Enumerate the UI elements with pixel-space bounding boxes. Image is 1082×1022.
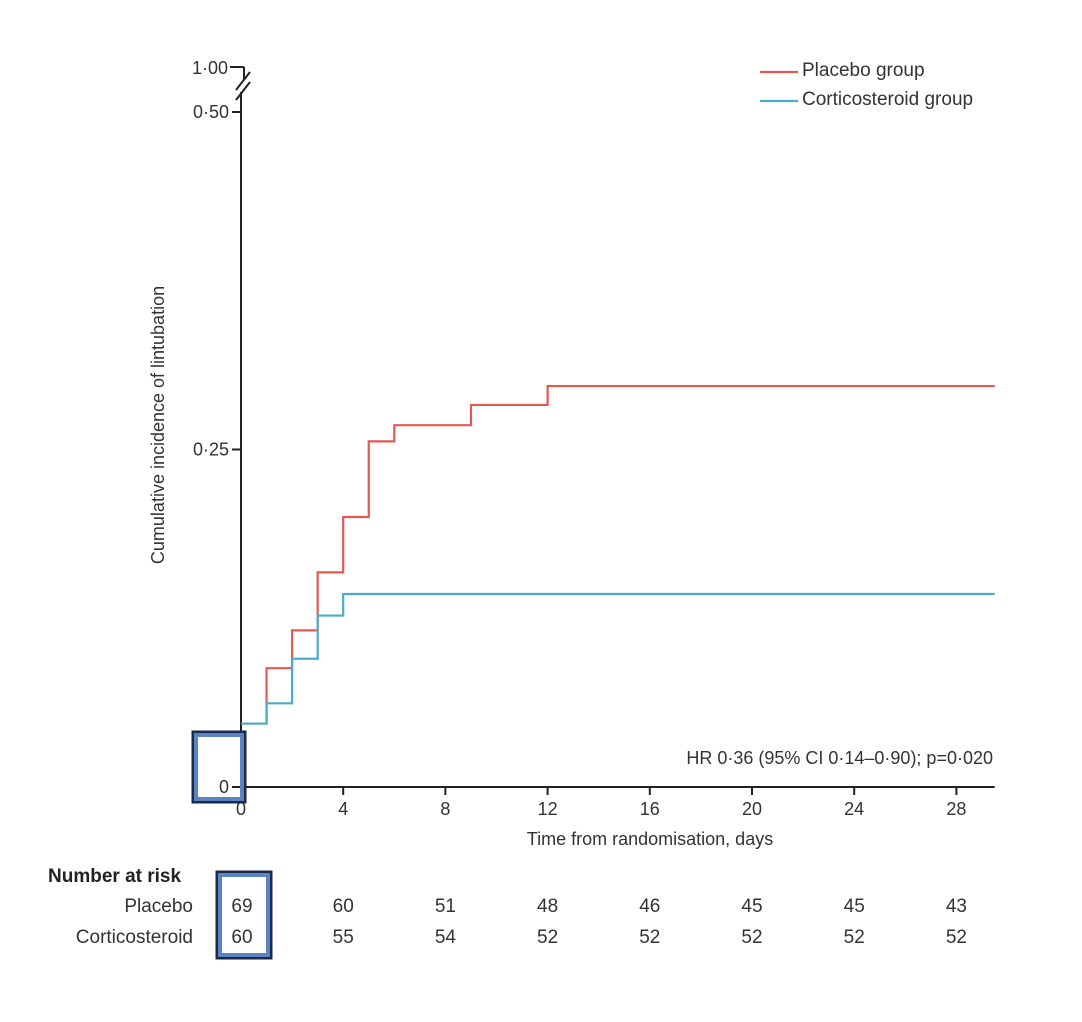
- risk-value: 52: [844, 927, 865, 948]
- highlight-layer: [191, 730, 273, 960]
- risk-table: Placebo 69 60 51 48 46 45 45 43 Corticosteroid 60 5…: [76, 896, 967, 948]
- legend: Placebo group Corticosteroid group: [760, 60, 973, 110]
- axis-break-mark: [235, 71, 251, 91]
- risk-table-title: Number at risk: [48, 866, 181, 887]
- series-line-placebo: [241, 384, 995, 725]
- risk-value: 43: [946, 896, 967, 917]
- highlight-box-initial-risk: [215, 870, 273, 960]
- y-tick-label: 0: [219, 777, 229, 797]
- risk-value: 46: [639, 896, 660, 917]
- y-tick-label-break: 1·00: [192, 58, 228, 78]
- risk-value: 60: [333, 896, 354, 917]
- risk-row-label: Placebo: [124, 896, 193, 917]
- risk-value: 60: [231, 927, 252, 948]
- risk-value: 45: [741, 896, 762, 917]
- risk-value: 52: [639, 927, 660, 948]
- risk-value: 52: [537, 927, 558, 948]
- y-tick-label: 0·50: [193, 102, 229, 122]
- x-tick-label: 24: [844, 799, 864, 819]
- x-tick-label: 0: [236, 799, 246, 819]
- series-layer: [241, 384, 995, 725]
- y-axis-label: Cumulative incidence of lintubation: [148, 286, 168, 564]
- axes-layer: 0 0·25 0·50 0 4 8 12 16 20 24 28: [193, 66, 995, 819]
- risk-value: 48: [537, 896, 558, 917]
- legend-label: Corticosteroid group: [802, 89, 973, 110]
- highlight-box-zero-tick-inner: [194, 733, 244, 801]
- highlight-box-zero-tick: [191, 730, 247, 804]
- risk-value: 51: [435, 896, 456, 917]
- risk-row-label: Corticosteroid: [76, 927, 193, 948]
- risk-value: 69: [231, 896, 252, 917]
- risk-value: 55: [333, 927, 354, 948]
- hazard-ratio-annotation: HR 0·36 (95% CI 0·14–0·90); p=0·020: [686, 748, 993, 768]
- x-tick-label: 20: [742, 799, 762, 819]
- x-tick-label: 8: [440, 799, 450, 819]
- x-axis-label: Time from randomisation, days: [527, 829, 773, 849]
- series-line-corticosteroid: [241, 592, 995, 725]
- x-tick-label: 12: [538, 799, 558, 819]
- highlight-box-initial-risk-inner: [218, 873, 270, 957]
- axis-break-mark: [235, 81, 251, 101]
- risk-value: 45: [844, 896, 865, 917]
- risk-value: 52: [946, 927, 967, 948]
- risk-value: 52: [741, 927, 762, 948]
- x-tick-label: 16: [640, 799, 660, 819]
- legend-label: Placebo group: [802, 60, 925, 81]
- x-tick-label: 4: [338, 799, 348, 819]
- y-tick-label: 0·25: [193, 440, 229, 460]
- risk-value: 54: [435, 927, 457, 948]
- text-layer: Cumulative incidence of lintubation Time…: [48, 58, 993, 887]
- x-tick-label: 28: [946, 799, 966, 819]
